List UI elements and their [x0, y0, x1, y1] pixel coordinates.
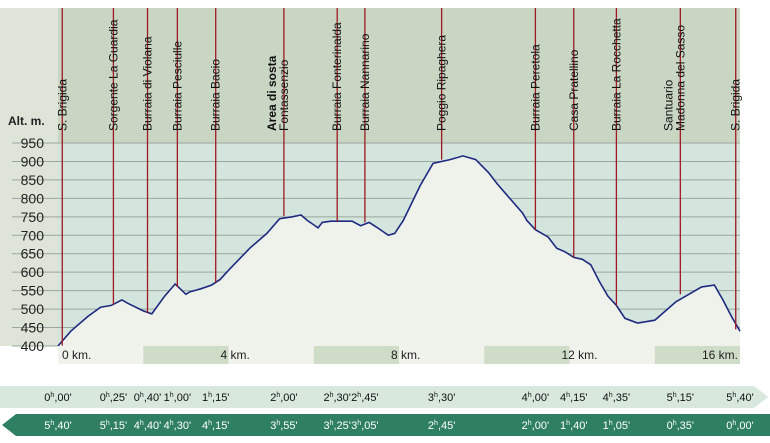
- outbound-time-label: 2h,00': [270, 392, 297, 404]
- poi-label: Santuario: [661, 79, 675, 131]
- poi-label: Burraia Fonterinalda: [330, 22, 344, 131]
- poi-label: Burraia Nannarino: [358, 33, 372, 131]
- poi-label: Burraia Pesciulle: [170, 41, 184, 131]
- return-time-label: 3h,25': [323, 420, 350, 432]
- y-axis-title: Alt. m.: [8, 114, 45, 128]
- outbound-time-label: 4h,35': [603, 392, 630, 404]
- outbound-time-label: 0h,40': [134, 392, 161, 404]
- km-band: [569, 346, 655, 364]
- outbound-time-arrow: [0, 386, 768, 408]
- poi-label: S. Brigida: [55, 79, 69, 131]
- poi-label: S. Brigida: [729, 79, 743, 131]
- km-band: [654, 346, 740, 364]
- x-tick-label: 12 km.: [562, 348, 598, 362]
- y-tick-label: 400: [21, 338, 45, 354]
- outbound-time-label: 1h,00': [164, 392, 191, 404]
- outbound-time-label: 3h,30': [428, 392, 455, 404]
- return-time-label: 4h,15': [202, 420, 229, 432]
- y-tick-label: 550: [21, 283, 45, 299]
- km-band: [58, 346, 144, 364]
- return-time-label: 2h,00': [522, 420, 549, 432]
- outbound-time-label: 5h,40': [726, 392, 753, 404]
- return-time-label: 0h,35': [667, 420, 694, 432]
- return-time-label: 2h,45': [428, 420, 455, 432]
- x-tick-label: 16 km.: [702, 348, 738, 362]
- x-tick-label: 4 km.: [221, 348, 250, 362]
- label-band: [58, 8, 740, 143]
- y-tick-label: 650: [21, 246, 45, 262]
- outbound-time-label: 2h,45': [351, 392, 378, 404]
- outbound-time-label: 4h,00': [522, 392, 549, 404]
- return-time-label: 1h,40': [560, 420, 587, 432]
- poi-label: Burraia La Rocchetta: [609, 18, 623, 131]
- return-time-label: 1h,05': [603, 420, 630, 432]
- km-band: [143, 346, 229, 364]
- outbound-time-label: 0h,00': [44, 392, 71, 404]
- y-tick-label: 800: [21, 190, 45, 206]
- return-time-label: 4h,40': [134, 420, 161, 432]
- y-tick-label: 900: [21, 153, 45, 169]
- km-band: [484, 346, 570, 364]
- outbound-time-label: 0h,25': [100, 392, 127, 404]
- return-time-label: 3h,05': [351, 420, 378, 432]
- poi-label: Fontassenzio: [277, 59, 291, 131]
- y-tick-label: 950: [21, 135, 45, 151]
- return-time-label: 4h,30': [164, 420, 191, 432]
- km-band: [399, 346, 485, 364]
- y-tick-label: 450: [21, 320, 45, 336]
- x-tick-label: 8 km.: [391, 348, 420, 362]
- poi-label: Burraia di Violana: [141, 36, 155, 131]
- return-time-arrow: [2, 414, 770, 436]
- outbound-time-label: 5h,15': [667, 392, 694, 404]
- return-time-label: 5h,15': [100, 420, 127, 432]
- outbound-time-label: 4h,15': [560, 392, 587, 404]
- poi-label: Sorgente La Guardia: [106, 19, 120, 131]
- y-tick-label: 850: [21, 172, 45, 188]
- y-tick-label: 500: [21, 301, 45, 317]
- poi-label: Casa Pratellino: [567, 49, 581, 131]
- km-band: [228, 346, 314, 364]
- return-time-label: 3h,55': [270, 420, 297, 432]
- poi-label: Poggio Ripaghera: [435, 35, 449, 131]
- return-time-label: 0h,00': [726, 420, 753, 432]
- outbound-time-label: 2h,30': [323, 392, 350, 404]
- profile-area: [58, 155, 740, 346]
- poi-label: Madonna del Sasso: [673, 25, 687, 131]
- axis-panel: [0, 8, 58, 346]
- km-band: [313, 346, 399, 364]
- y-tick-label: 750: [21, 209, 45, 225]
- x-tick-label: 0 km.: [62, 348, 91, 362]
- y-tick-label: 600: [21, 264, 45, 280]
- return-time-label: 5h,40': [44, 420, 71, 432]
- y-tick-label: 700: [21, 227, 45, 243]
- poi-label: Burraia Bacio: [209, 59, 223, 131]
- poi-label: Area di sosta: [265, 55, 279, 131]
- outbound-time-label: 1h,15': [202, 392, 229, 404]
- poi-label: Burraia Peretola: [528, 44, 542, 131]
